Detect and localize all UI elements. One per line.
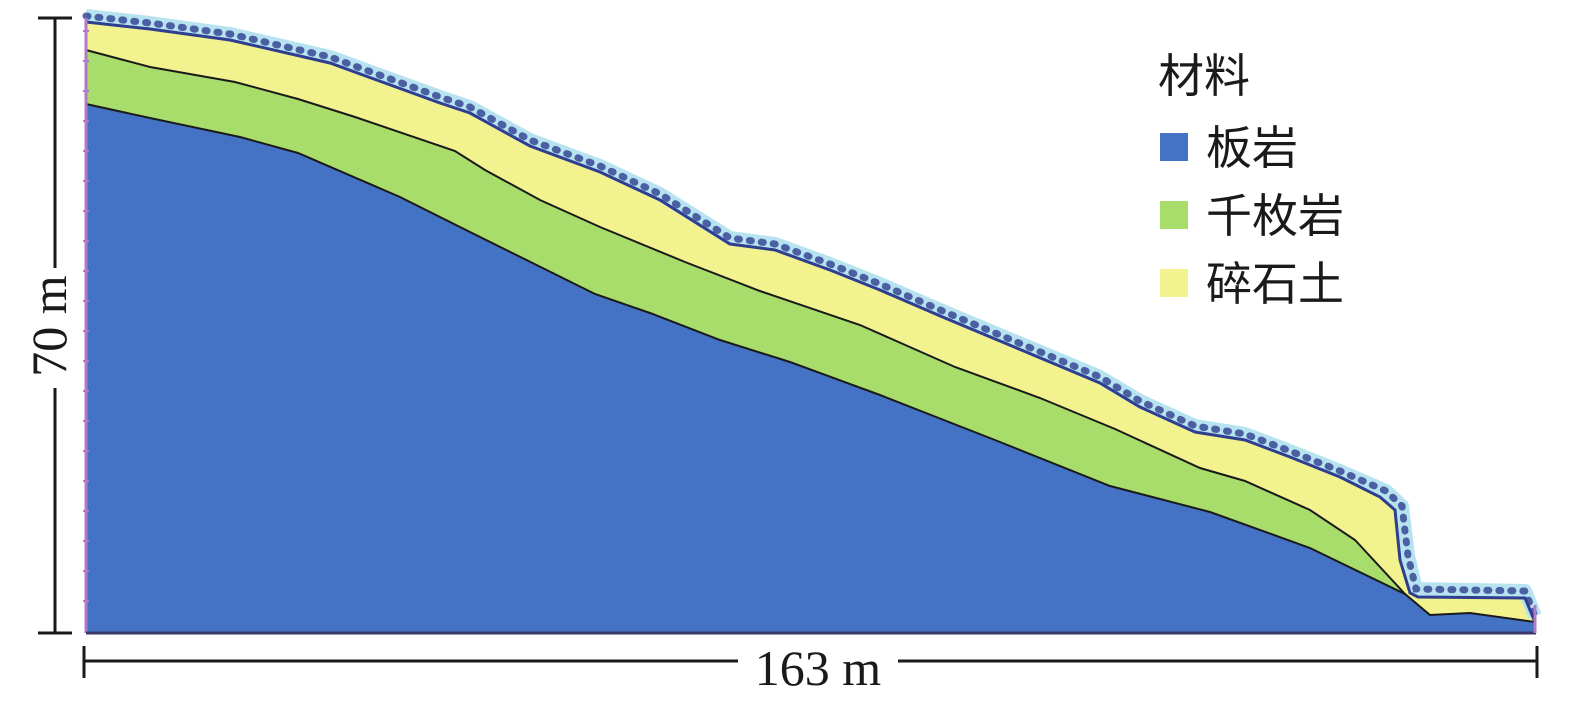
legend-label-slate: 板岩 — [1206, 121, 1298, 175]
gravel-soil-layer — [86, 22, 1535, 622]
legend-swatch-phyllite — [1160, 201, 1188, 229]
height-label: 70 m — [21, 275, 77, 377]
legend: 材料 板岩 千枚岩 碎石土 — [1158, 49, 1344, 311]
legend-label-phyllite: 千枚岩 — [1206, 189, 1344, 243]
phyllite-layer — [86, 50, 1405, 594]
width-label: 163 m — [755, 640, 882, 696]
ground-surface-line — [85, 20, 1537, 623]
legend-title: 材料 — [1158, 49, 1250, 103]
width-dimension: 163 m — [82, 640, 1539, 696]
legend-swatch-gravel-soil — [1160, 269, 1188, 297]
slate-layer — [86, 104, 1535, 633]
height-dimension: 70 m — [21, 16, 77, 635]
legend-swatch-slate — [1160, 133, 1188, 161]
legend-label-gravel-soil: 碎石土 — [1206, 257, 1344, 311]
surface-mesh-nodes — [82, 12, 1539, 620]
phyllite-gravel-boundary — [85, 49, 1406, 595]
